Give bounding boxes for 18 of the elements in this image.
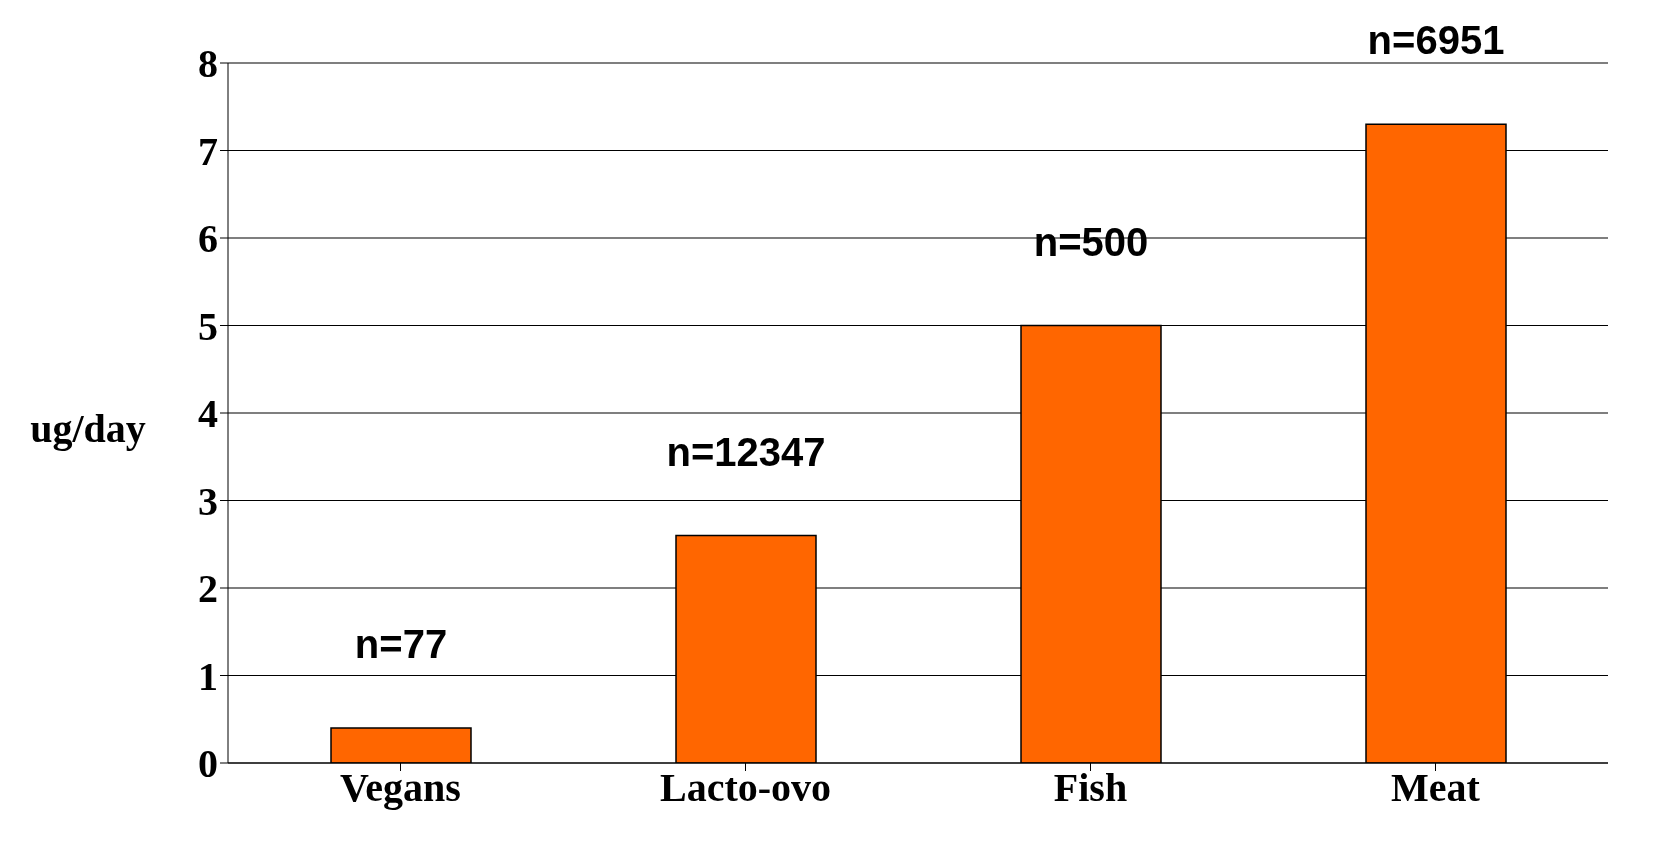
y-tick-label: 6 <box>198 216 218 262</box>
x-tick-label: Lacto-ovo <box>659 765 832 811</box>
y-tick-label: 1 <box>198 653 218 699</box>
annotation: n=12347 <box>666 429 826 474</box>
y-tick-label: 5 <box>198 303 218 349</box>
y-axis-title: ug/day <box>29 404 147 452</box>
x-tick-label: Vegans <box>340 765 461 811</box>
y-tick-label: 8 <box>198 41 218 87</box>
x-tick-label: Meat <box>1391 765 1481 811</box>
x-tick-label: Fish <box>1053 765 1128 811</box>
annotation: n=500 <box>1033 219 1149 264</box>
y-tick-label: 7 <box>198 128 218 174</box>
text: n=6951 <box>1367 18 1505 63</box>
y-tick-label: 4 <box>198 391 218 437</box>
y-tick-label: 2 <box>198 566 218 612</box>
y-tick-label: 3 <box>198 478 218 524</box>
y-tick-label: 0 <box>198 741 218 787</box>
annotation: n=77 <box>354 622 448 666</box>
